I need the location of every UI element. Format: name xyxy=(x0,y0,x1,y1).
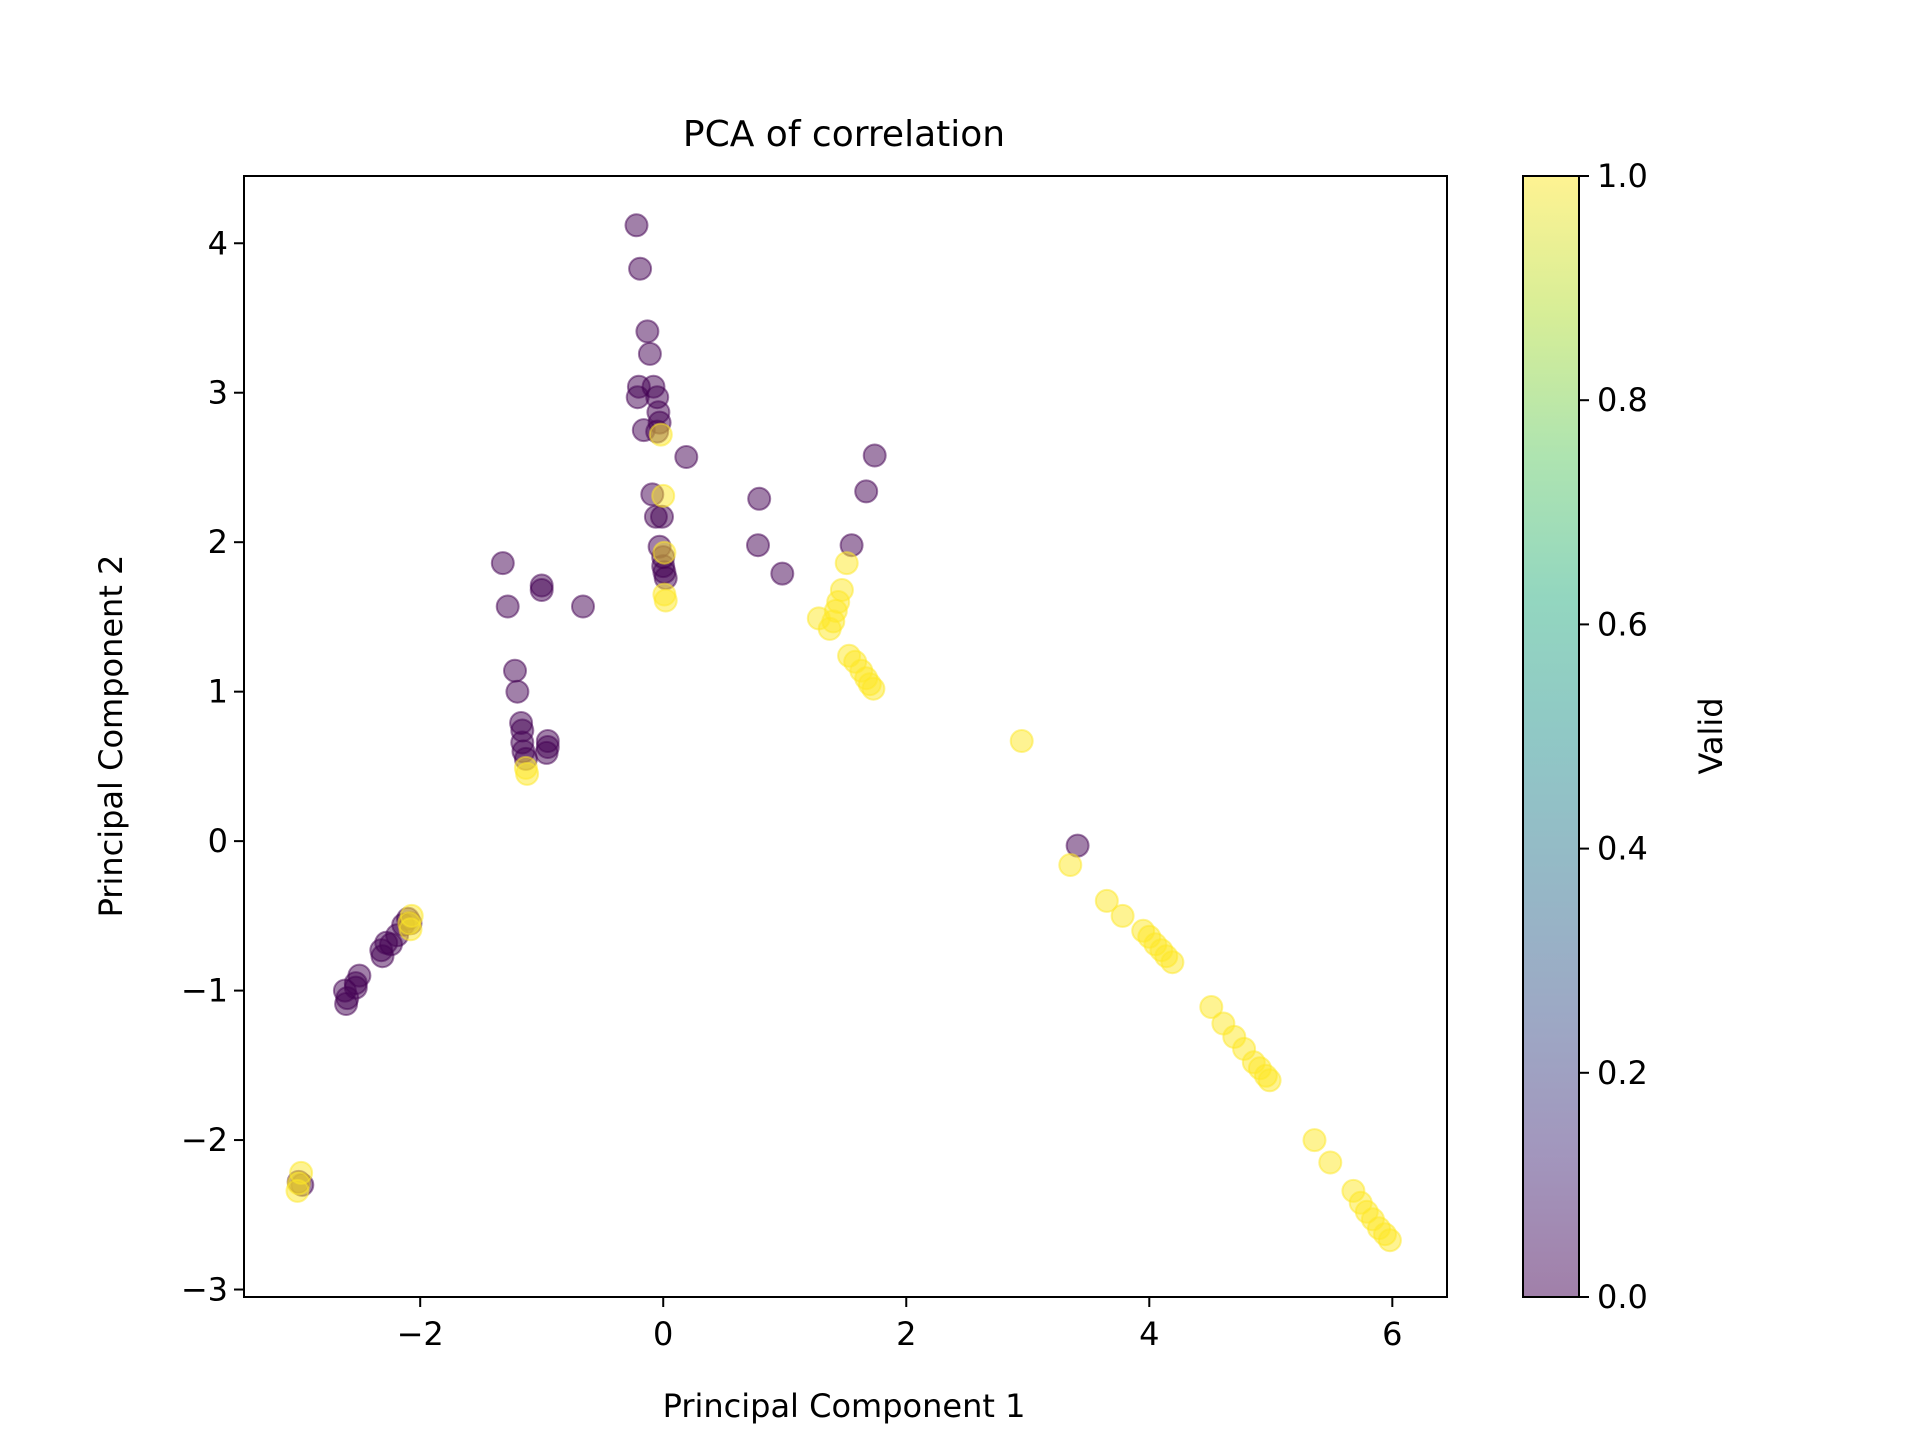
data-point-valid-1 xyxy=(1110,903,1135,928)
data-point-valid-0 xyxy=(650,504,674,529)
y-tick-label: 0 xyxy=(208,822,228,860)
data-point-valid-0 xyxy=(854,479,879,504)
data-point-valid-0 xyxy=(503,658,527,683)
data-point-valid-0 xyxy=(674,445,699,469)
data-point-valid-0 xyxy=(635,319,660,344)
data-point-valid-0 xyxy=(746,533,770,558)
data-point-valid-1 xyxy=(861,676,886,701)
y-tick-label: 4 xyxy=(208,224,228,262)
x-tick-label: 2 xyxy=(896,1315,916,1353)
colorbar-tick-label: 0.2 xyxy=(1597,1054,1648,1092)
y-axis: −3 −2 −1 0 1 2 3 4 xyxy=(181,224,244,1309)
data-point-valid-1 xyxy=(1257,1068,1282,1093)
data-point-valid-0 xyxy=(862,443,887,468)
data-point-valid-0 xyxy=(529,578,554,602)
y-axis-label: Principal Component 2 xyxy=(92,555,130,918)
data-point-valid-0 xyxy=(637,341,662,366)
data-point-valid-1 xyxy=(651,483,676,508)
data-point-valid-1 xyxy=(1199,995,1224,1019)
x-tick-label: 0 xyxy=(653,1315,673,1353)
data-point-valid-0 xyxy=(505,679,530,704)
x-axis-label: Principal Component 1 xyxy=(663,1387,1026,1425)
data-point-valid-1 xyxy=(652,540,677,565)
data-point-valid-1 xyxy=(285,1178,310,1203)
chart-title: PCA of correlation xyxy=(683,114,1005,155)
data-point-valid-1 xyxy=(806,606,831,631)
x-tick-label: 6 xyxy=(1382,1315,1402,1353)
y-tick-label: −3 xyxy=(181,1271,228,1309)
x-axis: −2 0 2 4 6 xyxy=(397,1297,1402,1353)
x-tick-label: −2 xyxy=(397,1315,444,1353)
data-point-valid-1 xyxy=(1377,1228,1402,1253)
data-point-valid-0 xyxy=(624,213,649,238)
data-point-valid-0 xyxy=(534,740,559,765)
data-point-valid-0 xyxy=(571,594,595,619)
colorbar-tick-label: 1.0 xyxy=(1597,157,1648,195)
y-tick-label: 3 xyxy=(208,374,228,412)
y-tick-label: 2 xyxy=(208,523,228,561)
colorbar-tick-label: 0.4 xyxy=(1597,830,1648,868)
data-point-valid-1 xyxy=(1058,853,1083,877)
colorbar-tick-label: 0.8 xyxy=(1597,381,1648,419)
data-point-valid-0 xyxy=(343,975,368,1000)
data-point-valid-1 xyxy=(397,911,422,936)
data-point-valid-1 xyxy=(515,761,540,786)
colorbar-gradient xyxy=(1523,176,1579,1297)
data-point-valid-0 xyxy=(495,594,520,619)
y-tick-label: 1 xyxy=(208,673,228,711)
data-point-valid-1 xyxy=(1302,1128,1327,1153)
colorbar-tick-label: 0.0 xyxy=(1597,1278,1648,1316)
y-tick-label: −1 xyxy=(181,972,228,1010)
data-point-valid-1 xyxy=(1318,1150,1343,1175)
data-point-valid-1 xyxy=(653,588,678,613)
x-tick-label: 4 xyxy=(1139,1315,1159,1353)
data-point-valid-1 xyxy=(1160,950,1185,975)
data-point-valid-0 xyxy=(770,561,795,586)
data-point-valid-0 xyxy=(747,486,772,511)
plot-area xyxy=(244,176,1447,1297)
plot-frame xyxy=(243,175,1448,1298)
data-point-valid-1 xyxy=(648,422,673,447)
data-point-valid-1 xyxy=(1009,729,1034,753)
colorbar-axis: 0.0 0.2 0.4 0.6 0.8 1.0 xyxy=(1579,157,1648,1316)
colorbar-label: Valid xyxy=(1692,697,1730,774)
data-point-valid-1 xyxy=(834,551,859,576)
colorbar-tick-label: 0.6 xyxy=(1597,605,1648,643)
data-point-valid-0 xyxy=(628,256,653,281)
y-tick-label: −2 xyxy=(181,1121,228,1159)
data-point-valid-0 xyxy=(490,551,515,576)
data-point-valid-1 xyxy=(1094,888,1119,913)
data-points xyxy=(285,213,1402,1253)
colorbar-frame xyxy=(1522,175,1580,1298)
